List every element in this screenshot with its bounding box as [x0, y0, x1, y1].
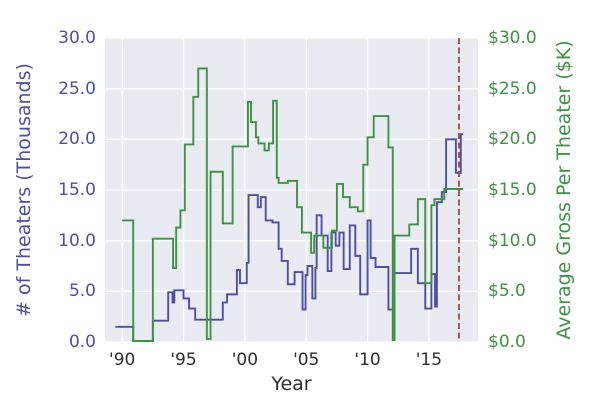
- y-tick-label-right: $5.0: [488, 281, 526, 302]
- y-tick-label-left: 20.0: [58, 129, 96, 150]
- x-tick-label: '00: [231, 350, 259, 370]
- y-tick-label-left: 0.0: [68, 332, 96, 352]
- y-tick-label-right: $30.0: [488, 28, 537, 48]
- y-tick-label-right: $0.0: [488, 332, 526, 352]
- x-tick-label: '15: [415, 350, 443, 370]
- y-tick-label-left: 10.0: [58, 230, 96, 251]
- y-tick-label-left: 30.0: [58, 28, 96, 48]
- x-axis-label: Year: [271, 373, 312, 395]
- gross-line: [122, 67, 464, 342]
- y-tick-label-left: 25.0: [58, 78, 96, 99]
- y-axis-label-left: # of Theaters (Thousands): [13, 63, 35, 317]
- plot-svg: [105, 38, 478, 342]
- plot-area: [105, 38, 478, 342]
- theaters-line: [115, 133, 464, 342]
- x-tick-label: '95: [170, 350, 197, 370]
- y-tick-label-right: $20.0: [488, 129, 537, 150]
- y-tick-label-right: $25.0: [488, 78, 537, 99]
- y-tick-label-left: 5.0: [68, 281, 96, 302]
- y-tick-label-right: $15.0: [488, 180, 537, 200]
- x-tick-label: '05: [293, 350, 320, 370]
- y-tick-label-left: 15.0: [58, 180, 96, 200]
- x-tick-label: '10: [354, 350, 381, 370]
- x-tick-label: '90: [109, 350, 136, 370]
- y-tick-label-right: $10.0: [488, 230, 537, 251]
